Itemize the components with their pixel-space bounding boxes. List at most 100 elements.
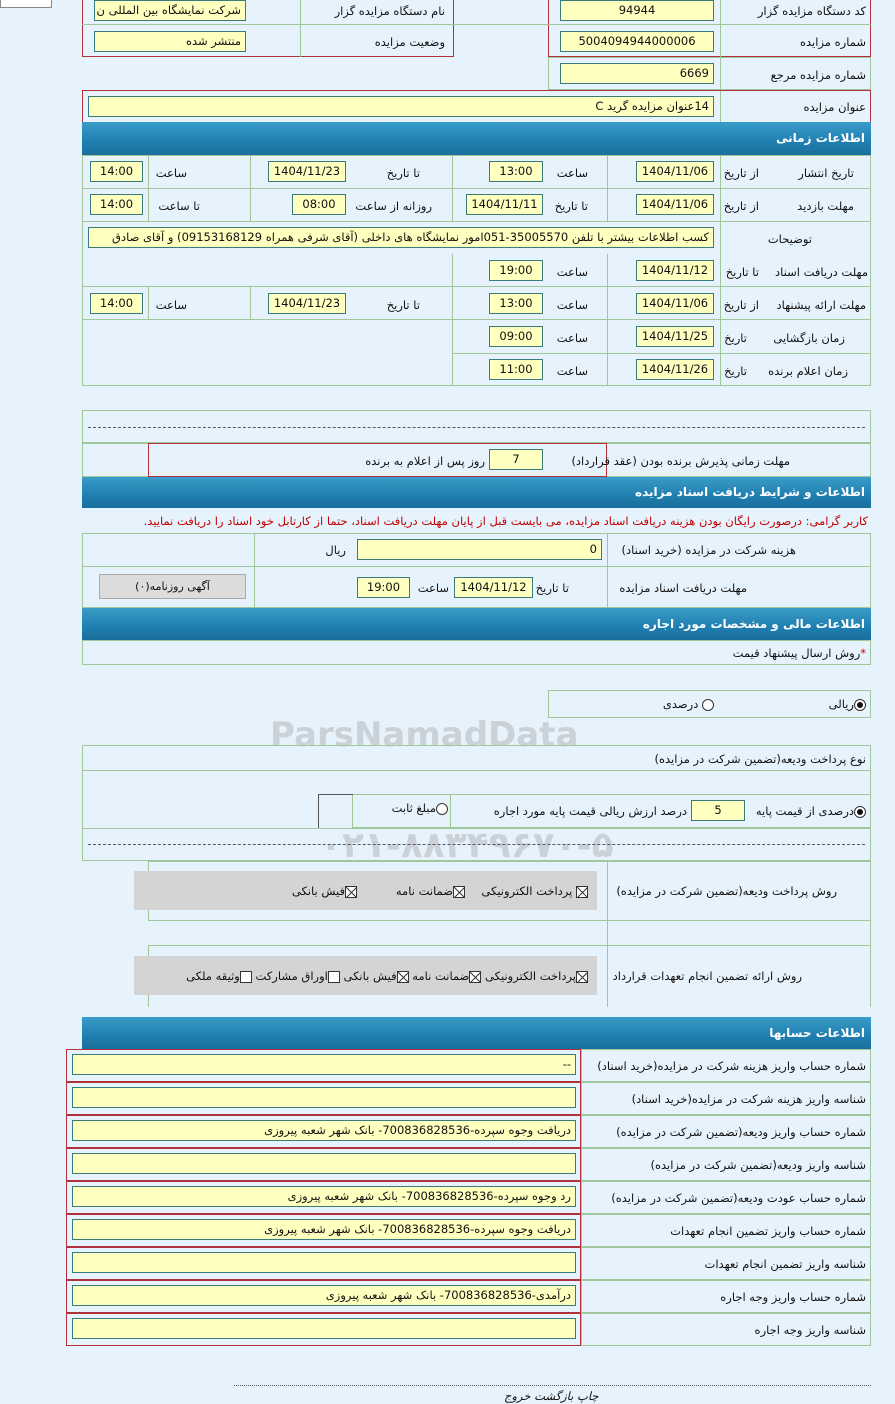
deposit-method-0[interactable]: پرداخت الکترونیکی bbox=[481, 883, 588, 899]
deposit-method-2[interactable]: فیش بانکی bbox=[292, 883, 357, 899]
org-code-field[interactable]: 94944 bbox=[560, 0, 714, 21]
status-field[interactable]: منتشر شده bbox=[94, 31, 246, 52]
radio-percent-icon[interactable] bbox=[702, 698, 714, 711]
account-label-cell bbox=[581, 1280, 871, 1313]
docs-time[interactable]: 19:00 bbox=[489, 260, 543, 281]
offer-from-time[interactable]: 13:00 bbox=[489, 293, 543, 314]
account-value-field[interactable]: دریافت وجوه سپرده-700836828536- بانک شهر… bbox=[72, 1120, 576, 1141]
deposit-type-label: نوع پرداخت ودیعه(تضمین شرکت در مزایده) bbox=[654, 752, 866, 766]
option-label: فیش بانکی bbox=[343, 969, 397, 983]
radio-rial-icon[interactable] bbox=[854, 698, 866, 711]
title-label: عنوان مزایده bbox=[803, 100, 866, 114]
opening-time[interactable]: 09:00 bbox=[489, 326, 543, 347]
account-row bbox=[66, 1280, 581, 1313]
account-value-field[interactable] bbox=[72, 1318, 576, 1339]
publish-from-date[interactable]: 1404/11/06 bbox=[636, 161, 714, 182]
print-link[interactable]: چاپ bbox=[577, 1389, 599, 1403]
publish-to-date[interactable]: 1404/11/23 bbox=[268, 161, 346, 182]
description-label: توضیحات bbox=[767, 232, 812, 246]
winner-time[interactable]: 11:00 bbox=[489, 359, 543, 380]
description-field[interactable]: کسب اطلاعات بیشتر با تلفن 35005570-051ام… bbox=[88, 227, 714, 248]
offer-to-date[interactable]: 1404/11/23 bbox=[268, 293, 346, 314]
deposit-method-1[interactable]: ضمانت نامه bbox=[396, 883, 465, 899]
offer-to-time[interactable]: 14:00 bbox=[90, 293, 143, 314]
from-date-text: از تاریخ bbox=[723, 166, 759, 180]
account-label: شماره حساب واریز وجه اجاره bbox=[720, 1290, 866, 1304]
account-label-cell bbox=[581, 1082, 871, 1115]
docs-deadline-label: مهلت دریافت اسناد bbox=[775, 265, 868, 279]
publish-label: تاریخ انتشار bbox=[798, 166, 854, 180]
checkbox-icon[interactable] bbox=[576, 970, 588, 983]
deposit-methods-box bbox=[134, 871, 597, 910]
checkbox-icon[interactable] bbox=[327, 970, 340, 983]
account-value-field[interactable]: درآمدی-700836828536- بانک شهر شعبه پیروز… bbox=[72, 1285, 576, 1306]
account-value-field[interactable] bbox=[72, 1252, 576, 1273]
visit-to-date[interactable]: 1404/11/11 bbox=[466, 194, 543, 215]
from-date-text: از تاریخ bbox=[723, 199, 759, 213]
fee-field[interactable]: 0 bbox=[357, 539, 602, 560]
offer-from-date[interactable]: 1404/11/06 bbox=[636, 293, 714, 314]
percent-value-field[interactable]: 5 bbox=[691, 800, 745, 821]
radio-percent-of-base[interactable]: درصدی از قیمت پایه bbox=[756, 803, 866, 819]
info-block-1 bbox=[82, 0, 454, 57]
visit-from-date[interactable]: 1404/11/06 bbox=[636, 194, 714, 215]
account-row bbox=[66, 1115, 581, 1148]
publish-to-time[interactable]: 14:00 bbox=[90, 161, 143, 182]
account-value-field[interactable]: دریافت وجوه سپرده-700836828536- بانک شهر… bbox=[72, 1219, 576, 1240]
price-method-text: روش ارسال پیشنهاد قیمت bbox=[732, 646, 861, 660]
opening-date[interactable]: 1404/11/25 bbox=[636, 326, 714, 347]
account-value-field[interactable]: رد وجوه سپرده-700836828536- بانک شهر شعب… bbox=[72, 1186, 576, 1207]
radio-fixed-amount[interactable]: مبلغ ثابت bbox=[392, 800, 448, 816]
account-value-field[interactable]: -- bbox=[72, 1054, 576, 1075]
radio-fixed-amount-icon[interactable] bbox=[436, 802, 448, 815]
title-field[interactable]: 14عنوان مزایده گرید C bbox=[88, 96, 714, 117]
org-name-field[interactable]: شرکت نمایشگاه بین المللی ن bbox=[94, 0, 246, 21]
account-value-field[interactable] bbox=[72, 1087, 576, 1108]
option-label: فیش بانکی bbox=[291, 884, 345, 898]
visit-daily-from[interactable]: 08:00 bbox=[292, 194, 346, 215]
winner-label: زمان اعلام برنده bbox=[768, 364, 848, 378]
section-header-documents: اطلاعات و شرایط دریافت اسناد مزایده bbox=[82, 477, 871, 508]
time-text: ساعت bbox=[155, 166, 187, 180]
radio-percent[interactable]: درصدی bbox=[663, 696, 714, 712]
time-text: ساعت bbox=[155, 298, 187, 312]
winner-date[interactable]: 1404/11/26 bbox=[636, 359, 714, 380]
fee-label: هزینه شرکت در مزایده (خرید اسناد) bbox=[621, 543, 797, 557]
auction-no-field[interactable]: 5004094944000006 bbox=[560, 31, 714, 52]
ref-no-label: شماره مزایده مرجع bbox=[770, 68, 866, 82]
checkbox-icon[interactable] bbox=[469, 970, 482, 983]
acceptance-label: مهلت زمانی پذیرش برنده بودن (عقد قرارداد… bbox=[571, 454, 790, 468]
newspaper-ad-button[interactable]: آگهی روزنامه(۰) bbox=[99, 574, 246, 599]
date-text: تاریخ bbox=[724, 364, 747, 378]
radio-percent-of-base-icon[interactable] bbox=[854, 805, 866, 818]
radio-rial[interactable]: ریالی bbox=[829, 696, 866, 712]
account-label-cell bbox=[581, 1247, 871, 1280]
to-time-text: تا ساعت bbox=[158, 199, 200, 213]
checkbox-icon[interactable] bbox=[396, 970, 409, 983]
footer-links: چاپ بازگشت خروج bbox=[504, 1388, 599, 1404]
percent-suffix: درصد ارزش ریالی قیمت پایه مورد اجاره bbox=[493, 804, 687, 818]
to-date-text: تا تاریخ bbox=[725, 265, 759, 279]
doc-deadline-date[interactable]: 1404/11/12 bbox=[454, 577, 533, 598]
account-label: شناسه واریز تضمین انجام تعهدات bbox=[704, 1257, 866, 1271]
publish-from-time[interactable]: 13:00 bbox=[489, 161, 543, 182]
deposit-method-label: روش پرداخت ودیعه(تضمین شرکت در مزایده) bbox=[616, 884, 837, 898]
option-label: اوراق مشارکت bbox=[255, 969, 328, 983]
visit-daily-to[interactable]: 14:00 bbox=[90, 194, 143, 215]
checkbox-icon[interactable] bbox=[453, 885, 465, 898]
visit-label: مهلت بازدید bbox=[797, 199, 854, 213]
doc-deadline-time[interactable]: 19:00 bbox=[357, 577, 410, 598]
account-label: شماره حساب عودت ودیعه(تضمین شرکت در مزای… bbox=[611, 1191, 866, 1205]
docs-to-date[interactable]: 1404/11/12 bbox=[636, 260, 714, 281]
date-text: تاریخ bbox=[724, 331, 747, 345]
account-label-cell bbox=[581, 1214, 871, 1247]
account-value-field[interactable] bbox=[72, 1153, 576, 1174]
back-link[interactable]: بازگشت bbox=[534, 1389, 574, 1403]
checkbox-icon[interactable] bbox=[576, 885, 588, 898]
acceptance-days[interactable]: 7 bbox=[489, 449, 543, 470]
ref-no-field[interactable]: 6669 bbox=[560, 63, 714, 84]
checkbox-icon[interactable] bbox=[239, 970, 252, 983]
checkbox-icon[interactable] bbox=[345, 885, 357, 898]
exit-link[interactable]: خروج bbox=[504, 1389, 531, 1403]
time-text: ساعت bbox=[556, 298, 588, 312]
